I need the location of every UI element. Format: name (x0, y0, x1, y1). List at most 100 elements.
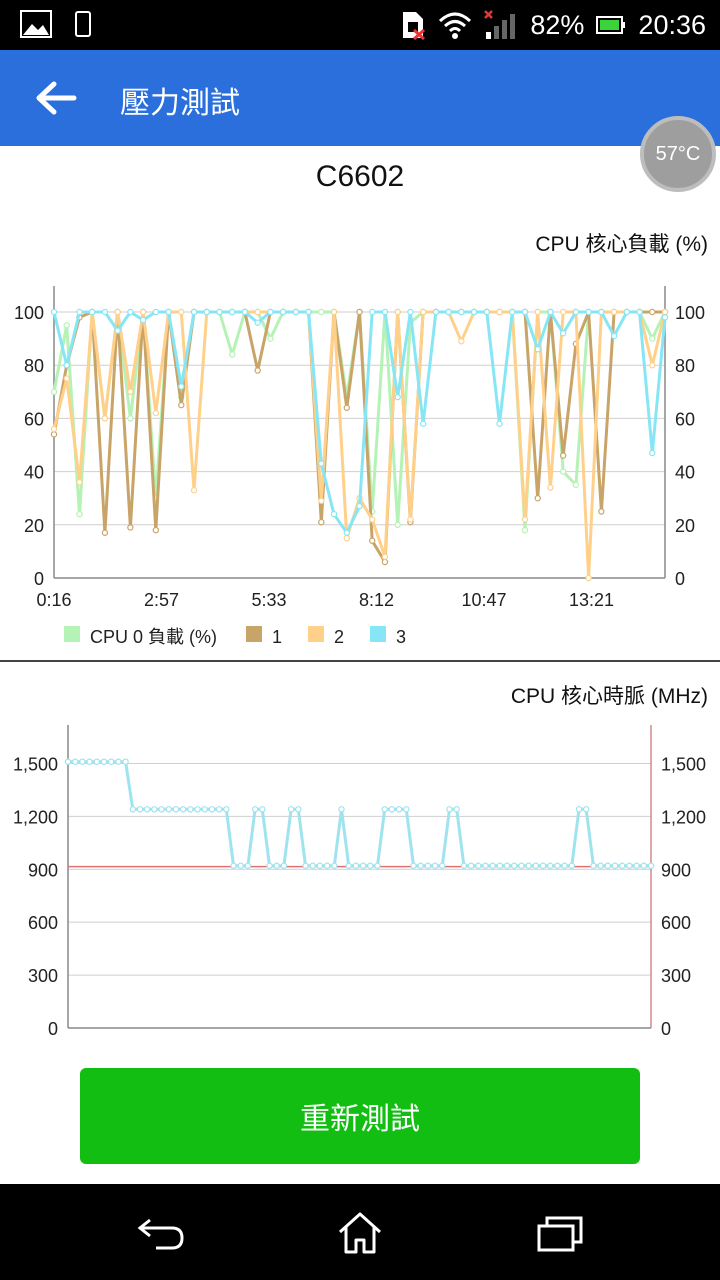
data-point (547, 308, 554, 316)
data-point (647, 862, 655, 869)
x-tick-label: 8:12 (359, 590, 394, 610)
data-point (381, 558, 389, 566)
data-point (610, 332, 618, 340)
data-point (403, 806, 410, 813)
data-point (458, 338, 465, 345)
cpu-clock-chart-viewport[interactable]: 0 0 300 300 600 600 900 900 1,200 1,200 1,500 1,500… (0, 725, 720, 1043)
data-point (623, 308, 631, 316)
data-point (496, 308, 503, 316)
data-point (179, 806, 187, 813)
data-point (165, 308, 172, 316)
navigation-bar (0, 1184, 720, 1280)
y-tick-label-right: 1,500 (661, 754, 706, 774)
data-point (241, 308, 249, 316)
data-point (194, 806, 201, 813)
data-point (633, 862, 640, 869)
y-tick-label-left: 1,200 (13, 807, 58, 827)
data-point (598, 308, 605, 316)
retest-button[interactable]: 重新測試 (80, 1068, 640, 1164)
data-point (93, 758, 100, 765)
data-point (152, 526, 160, 534)
data-point (419, 420, 427, 427)
data-point (343, 529, 350, 536)
data-point (572, 308, 580, 316)
data-point (610, 308, 618, 316)
y-tick-label-left: 1,500 (13, 754, 58, 774)
data-point (521, 516, 529, 523)
data-point (381, 553, 389, 560)
data-point (114, 308, 121, 316)
data-point (267, 335, 274, 342)
y-tick-label-right: 1,200 (661, 807, 706, 827)
data-point (76, 479, 83, 486)
cpu-clock-chart-title: CPU 核心時脈 (MHz) (510, 685, 708, 708)
signal-icon (484, 10, 516, 39)
data-point (50, 431, 58, 438)
data-point (410, 862, 417, 869)
data-point (139, 308, 147, 316)
home-nav-icon[interactable] (336, 1210, 384, 1256)
legend-swatch (370, 626, 386, 642)
data-point (661, 308, 669, 316)
data-point (559, 468, 567, 475)
data-point (381, 806, 388, 813)
data-point (343, 534, 350, 542)
data-point (223, 806, 230, 813)
back-arrow-icon[interactable] (34, 80, 78, 116)
y-tick-label-left: 80 (24, 356, 44, 376)
data-point (101, 415, 109, 422)
data-point (178, 383, 185, 390)
data-point (190, 487, 198, 494)
y-tick-label-left: 0 (48, 1019, 58, 1039)
back-nav-icon[interactable] (136, 1214, 186, 1254)
data-point (331, 862, 338, 869)
legend-label: 3 (396, 627, 406, 647)
data-point (318, 518, 325, 526)
data-point (590, 862, 597, 869)
data-point (374, 862, 381, 869)
y-tick-label-right: 60 (675, 409, 695, 429)
data-point (619, 862, 626, 869)
temperature-badge: 57°C (640, 116, 716, 192)
data-point (165, 806, 172, 813)
data-point (254, 367, 261, 374)
data-point (114, 327, 121, 334)
recents-nav-icon[interactable] (536, 1214, 584, 1254)
x-tick-label: 0:16 (52, 1040, 87, 1043)
data-point (244, 862, 252, 869)
data-point (598, 508, 605, 515)
data-point (151, 806, 158, 813)
y-tick-label-right: 100 (675, 303, 705, 323)
y-tick-label-right: 0 (661, 1019, 671, 1039)
cpu-load-chart: 0 0 20 20 40 40 60 60 80 80 100 100 0:16 2:57 5:33 8:12… (14, 286, 705, 647)
data-point (273, 862, 280, 869)
data-point (356, 502, 363, 510)
data-point (127, 308, 134, 316)
data-point (483, 308, 490, 316)
y-tick-label-right: 0 (675, 569, 685, 589)
data-point (496, 862, 504, 869)
data-point (367, 862, 374, 869)
data-point (559, 452, 567, 459)
data-point (295, 806, 302, 813)
data-point (649, 449, 656, 457)
y-tick-label-right: 40 (675, 463, 695, 483)
data-point (251, 806, 259, 813)
data-point (649, 361, 656, 369)
data-point (229, 308, 236, 316)
data-point (547, 484, 554, 491)
data-point (190, 308, 198, 316)
data-point (511, 862, 518, 869)
data-point (76, 510, 83, 518)
data-point (597, 862, 604, 869)
battery-percent: 82% (530, 9, 585, 40)
data-point (63, 375, 70, 382)
data-point (585, 574, 592, 582)
data-point (115, 758, 122, 765)
data-point (424, 862, 432, 869)
x-tick-label: 8:12 (361, 1040, 396, 1043)
legend-label: CPU 0 負載 (%) (90, 627, 217, 647)
y-tick-label-left: 0 (34, 569, 44, 589)
data-point (489, 862, 496, 869)
phone-icon (75, 11, 91, 37)
